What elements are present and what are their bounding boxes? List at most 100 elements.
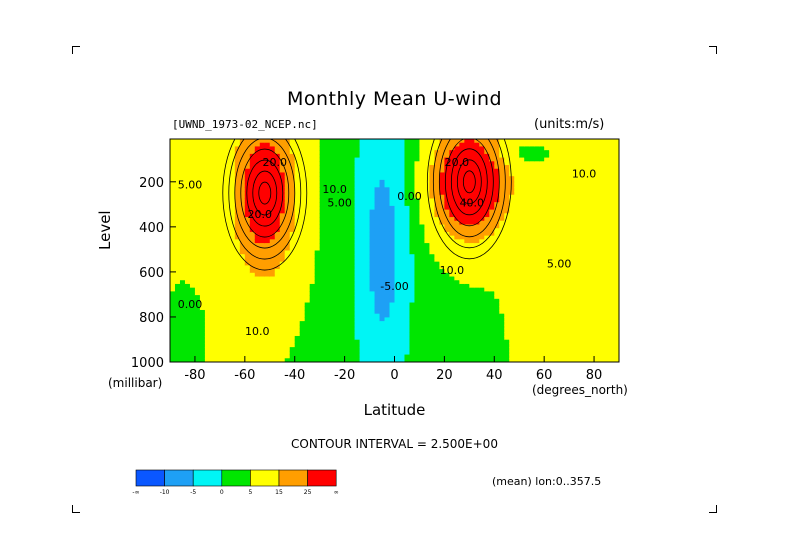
field-cell: [344, 168, 351, 174]
field-cell: [489, 332, 495, 337]
field-cell: [289, 328, 296, 333]
field-cell: [289, 246, 296, 252]
field-cell: [549, 261, 555, 266]
field-cell: [299, 283, 306, 289]
field-cell: [199, 179, 206, 185]
field-cell: [489, 176, 495, 181]
field-cell: [264, 205, 271, 211]
field-cell: [549, 347, 555, 352]
field-cell: [469, 228, 475, 233]
field-cell: [284, 246, 291, 252]
field-cell: [259, 276, 266, 281]
field-cell: [434, 228, 440, 233]
field-cell: [554, 354, 560, 359]
field-cell: [394, 187, 401, 192]
field-cell: [194, 317, 201, 322]
field-cell: [234, 321, 241, 326]
field-cell: [349, 265, 356, 270]
field-cell: [209, 269, 216, 274]
field-cell: [564, 150, 570, 155]
field-cell: [404, 295, 411, 300]
field-cell: [364, 298, 371, 304]
field-cell: [499, 235, 505, 240]
field-cell: [324, 287, 331, 292]
field-cell: [344, 202, 351, 207]
field-cell: [579, 350, 585, 356]
field-cell: [439, 287, 445, 292]
field-cell: [454, 257, 460, 263]
field-cell: [379, 239, 386, 244]
field-cell: [379, 339, 386, 345]
field-cell: [314, 194, 321, 200]
field-cell: [464, 317, 470, 322]
field-cell: [339, 254, 346, 259]
field-cell: [189, 350, 196, 356]
field-cell: [479, 317, 485, 322]
field-cell: [424, 358, 431, 362]
field-cell: [544, 306, 550, 311]
field-cell: [499, 298, 505, 304]
field-cell: [534, 176, 540, 181]
field-cell: [499, 246, 505, 252]
field-cell: [499, 280, 505, 285]
field-cell: [170, 261, 176, 266]
field-cell: [479, 321, 485, 326]
field-cell: [264, 191, 271, 196]
field-cell: [474, 157, 480, 162]
field-cell: [214, 291, 221, 296]
field-cell: [364, 209, 371, 214]
field-cell: [444, 295, 450, 300]
field-cell: [424, 239, 431, 244]
field-cell: [474, 153, 480, 159]
field-cell: [454, 265, 460, 270]
field-cell: [579, 261, 585, 266]
field-cell: [174, 332, 181, 337]
field-cell: [174, 231, 181, 237]
field-cell: [204, 272, 211, 278]
field-cell: [499, 324, 505, 330]
field-cell: [249, 287, 256, 292]
field-cell: [239, 332, 246, 337]
field-cell: [304, 202, 311, 207]
field-cell: [394, 198, 401, 203]
field-cell: [179, 172, 186, 177]
field-cell: [359, 235, 366, 240]
field-cell: [524, 202, 530, 207]
field-cell: [244, 139, 251, 144]
field-cell: [499, 335, 505, 341]
field-cell: [179, 321, 186, 326]
field-cell: [364, 291, 371, 296]
field-cell: [484, 146, 490, 151]
field-cell: [289, 179, 296, 185]
field-cell: [174, 287, 181, 292]
field-cell: [404, 139, 411, 144]
field-cell: [574, 194, 580, 200]
field-cell: [279, 157, 286, 162]
field-cell: [254, 313, 261, 318]
field-cell: [539, 157, 545, 162]
field-cell: [334, 194, 341, 200]
field-cell: [389, 261, 396, 266]
field-cell: [454, 343, 460, 348]
field-cell: [509, 142, 515, 148]
field-cell: [249, 339, 256, 345]
field-cell: [389, 328, 396, 333]
field-cell: [374, 165, 381, 170]
field-cell: [219, 358, 226, 362]
field-cell: [284, 194, 291, 200]
field-cell: [439, 198, 445, 203]
field-cell: [284, 150, 291, 155]
field-cell: [569, 153, 575, 159]
field-cell: [514, 220, 520, 226]
field-cell: [524, 246, 530, 252]
field-cell: [219, 165, 226, 170]
field-cell: [574, 231, 580, 237]
field-cell: [199, 335, 206, 341]
field-cell: [334, 283, 341, 289]
field-cell: [534, 205, 540, 211]
field-cell: [489, 228, 495, 233]
field-cell: [239, 176, 246, 181]
field-cell: [439, 146, 445, 151]
field-cell: [429, 231, 436, 237]
field-cell: [504, 246, 510, 252]
